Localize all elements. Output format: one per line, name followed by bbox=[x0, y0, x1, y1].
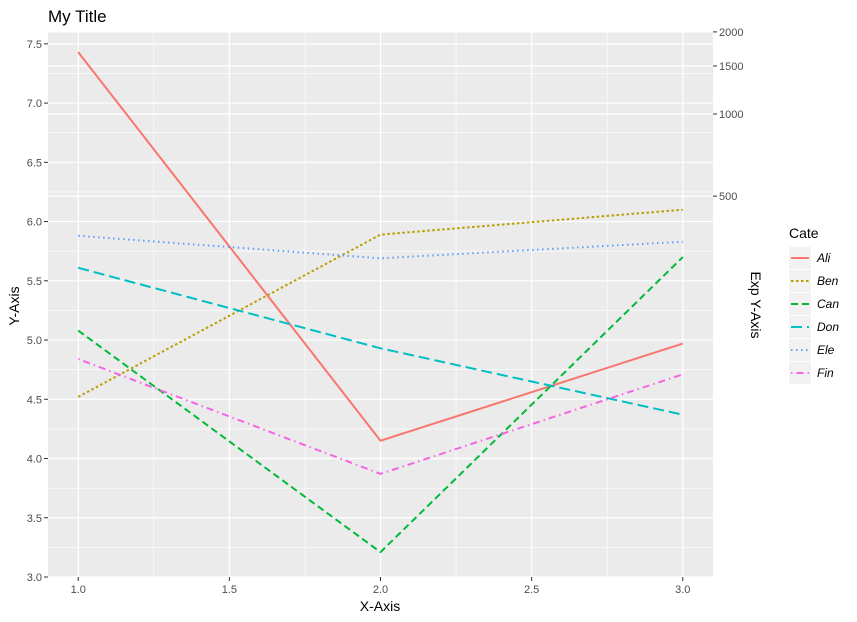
x-tick-label: 2.0 bbox=[373, 584, 388, 596]
series-line-don bbox=[77, 266, 684, 416]
y-tick-label: 3.0 bbox=[27, 572, 42, 584]
legend-label: Ali bbox=[816, 251, 831, 265]
secondary-y-axis-ticks: 500 1000 1500 2000 bbox=[713, 27, 743, 203]
y-tick-label: 5.5 bbox=[27, 276, 42, 288]
legend-label: Don bbox=[817, 320, 839, 334]
y-tick-label: 4.0 bbox=[27, 454, 42, 466]
legend-label: Fin bbox=[817, 366, 834, 380]
legend-label: Ben bbox=[817, 274, 839, 288]
x-axis-ticks: 1.0 1.5 2.0 2.5 3.0 bbox=[71, 577, 690, 596]
y-axis-ticks: 3.0 3.5 4.0 4.5 5.0 5.5 6.0 6.5 7.0 7.5 bbox=[27, 39, 48, 584]
y2-tick-label: 1000 bbox=[719, 109, 743, 121]
y2-tick-label: 1500 bbox=[719, 61, 743, 73]
y-tick-label: 6.5 bbox=[27, 157, 42, 169]
grid-lines bbox=[48, 31, 713, 578]
y-tick-label: 6.0 bbox=[27, 217, 42, 229]
series-line-ali bbox=[77, 51, 684, 442]
x-tick-label: 1.0 bbox=[71, 584, 86, 596]
legend: Cate Ali Ben Can Don Ele Fin bbox=[789, 225, 839, 384]
legend-key bbox=[789, 293, 811, 315]
series-line-can bbox=[77, 256, 684, 554]
y2-tick-label: 500 bbox=[719, 191, 737, 203]
secondary-y-axis-title: Exp Y-Axis bbox=[748, 272, 764, 339]
y-tick-label: 7.0 bbox=[27, 98, 42, 110]
legend-label: Ele bbox=[817, 343, 835, 357]
series-line-fin bbox=[77, 358, 684, 475]
series-lines bbox=[77, 51, 684, 554]
legend-key bbox=[789, 339, 811, 361]
x-tick-label: 2.5 bbox=[524, 584, 539, 596]
legend-key bbox=[789, 270, 811, 292]
y-axis-title: Y-Axis bbox=[6, 286, 22, 325]
x-axis-title: X-Axis bbox=[360, 598, 400, 614]
series-line-ben bbox=[77, 208, 683, 398]
legend-label: Can bbox=[817, 297, 839, 311]
y-tick-label: 4.5 bbox=[27, 394, 42, 406]
y-tick-label: 3.5 bbox=[27, 513, 42, 525]
legend-title: Cate bbox=[789, 225, 819, 241]
chart-title: My Title bbox=[48, 7, 107, 26]
x-tick-label: 3.0 bbox=[675, 584, 690, 596]
y-tick-label: 5.0 bbox=[27, 335, 42, 347]
y-tick-label: 7.5 bbox=[27, 39, 42, 51]
y2-tick-label: 2000 bbox=[719, 27, 743, 39]
x-tick-label: 1.5 bbox=[222, 584, 237, 596]
series-line-ele bbox=[78, 234, 683, 260]
